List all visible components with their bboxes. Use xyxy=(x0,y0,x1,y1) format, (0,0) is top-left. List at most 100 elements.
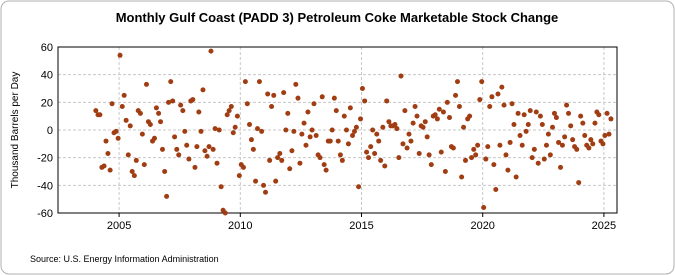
point xyxy=(139,131,145,137)
point xyxy=(525,121,531,127)
point xyxy=(366,155,372,161)
point xyxy=(287,166,293,172)
point xyxy=(113,128,119,134)
point xyxy=(481,204,487,210)
point xyxy=(210,146,216,152)
point xyxy=(293,81,299,87)
point xyxy=(358,116,364,122)
point xyxy=(194,144,200,150)
point xyxy=(432,112,438,118)
point xyxy=(592,120,598,126)
point xyxy=(234,113,240,119)
point xyxy=(485,144,491,150)
point xyxy=(190,97,196,103)
point xyxy=(426,152,432,158)
point xyxy=(372,151,378,157)
point xyxy=(394,126,400,132)
point xyxy=(477,97,483,103)
point xyxy=(511,121,517,127)
point xyxy=(467,113,473,119)
point xyxy=(208,48,214,54)
point xyxy=(311,101,317,107)
point xyxy=(127,123,133,129)
point xyxy=(543,142,549,148)
point xyxy=(493,186,499,192)
point xyxy=(299,131,305,137)
y-tick-label: -60 xyxy=(37,208,53,220)
point xyxy=(521,112,527,118)
point xyxy=(454,79,460,85)
point xyxy=(196,109,202,115)
plot-border xyxy=(57,46,618,214)
point xyxy=(499,84,505,90)
point xyxy=(281,90,287,96)
source-note: Source: U.S. Energy Information Administ… xyxy=(30,254,219,264)
point xyxy=(442,169,448,174)
point xyxy=(376,138,382,144)
point xyxy=(283,127,289,133)
point xyxy=(97,112,103,118)
point xyxy=(471,146,477,152)
point xyxy=(523,128,529,134)
point xyxy=(309,127,315,133)
point xyxy=(153,105,159,111)
point xyxy=(434,116,440,122)
point xyxy=(604,110,610,116)
point xyxy=(459,174,465,180)
point xyxy=(289,148,295,154)
point xyxy=(271,92,277,98)
point xyxy=(368,144,374,150)
point xyxy=(574,146,580,152)
point xyxy=(307,134,313,140)
point xyxy=(247,121,253,127)
point xyxy=(159,146,165,152)
point xyxy=(547,152,553,158)
point xyxy=(364,149,370,155)
point xyxy=(564,102,570,108)
point xyxy=(350,133,356,139)
point xyxy=(553,115,559,121)
point xyxy=(400,141,406,147)
y-tick-label: -40 xyxy=(37,180,53,192)
point xyxy=(550,124,556,130)
point xyxy=(370,127,376,133)
point xyxy=(487,103,493,109)
point xyxy=(424,134,430,140)
x-tick-label: 2005 xyxy=(107,220,131,232)
point xyxy=(600,141,606,147)
point xyxy=(202,148,208,154)
point xyxy=(228,103,234,109)
point xyxy=(374,131,380,137)
point xyxy=(275,155,281,161)
point xyxy=(224,112,230,118)
point xyxy=(590,141,596,147)
point xyxy=(507,139,513,145)
point xyxy=(261,182,267,188)
point xyxy=(412,103,418,109)
point xyxy=(186,156,192,162)
point xyxy=(204,153,210,159)
point xyxy=(537,113,543,119)
point xyxy=(329,127,335,133)
point xyxy=(353,124,359,130)
point xyxy=(121,92,127,98)
point xyxy=(517,133,523,139)
point xyxy=(513,174,519,180)
point xyxy=(556,139,562,145)
point xyxy=(323,167,329,173)
point xyxy=(216,127,222,133)
point xyxy=(408,138,414,144)
point xyxy=(503,152,509,158)
point xyxy=(119,103,125,109)
point xyxy=(519,142,525,148)
point xyxy=(337,152,343,158)
point xyxy=(404,145,410,151)
point xyxy=(178,102,184,108)
point xyxy=(473,152,479,158)
point xyxy=(382,163,388,169)
point xyxy=(578,113,584,119)
point xyxy=(450,145,456,151)
point xyxy=(501,102,507,108)
